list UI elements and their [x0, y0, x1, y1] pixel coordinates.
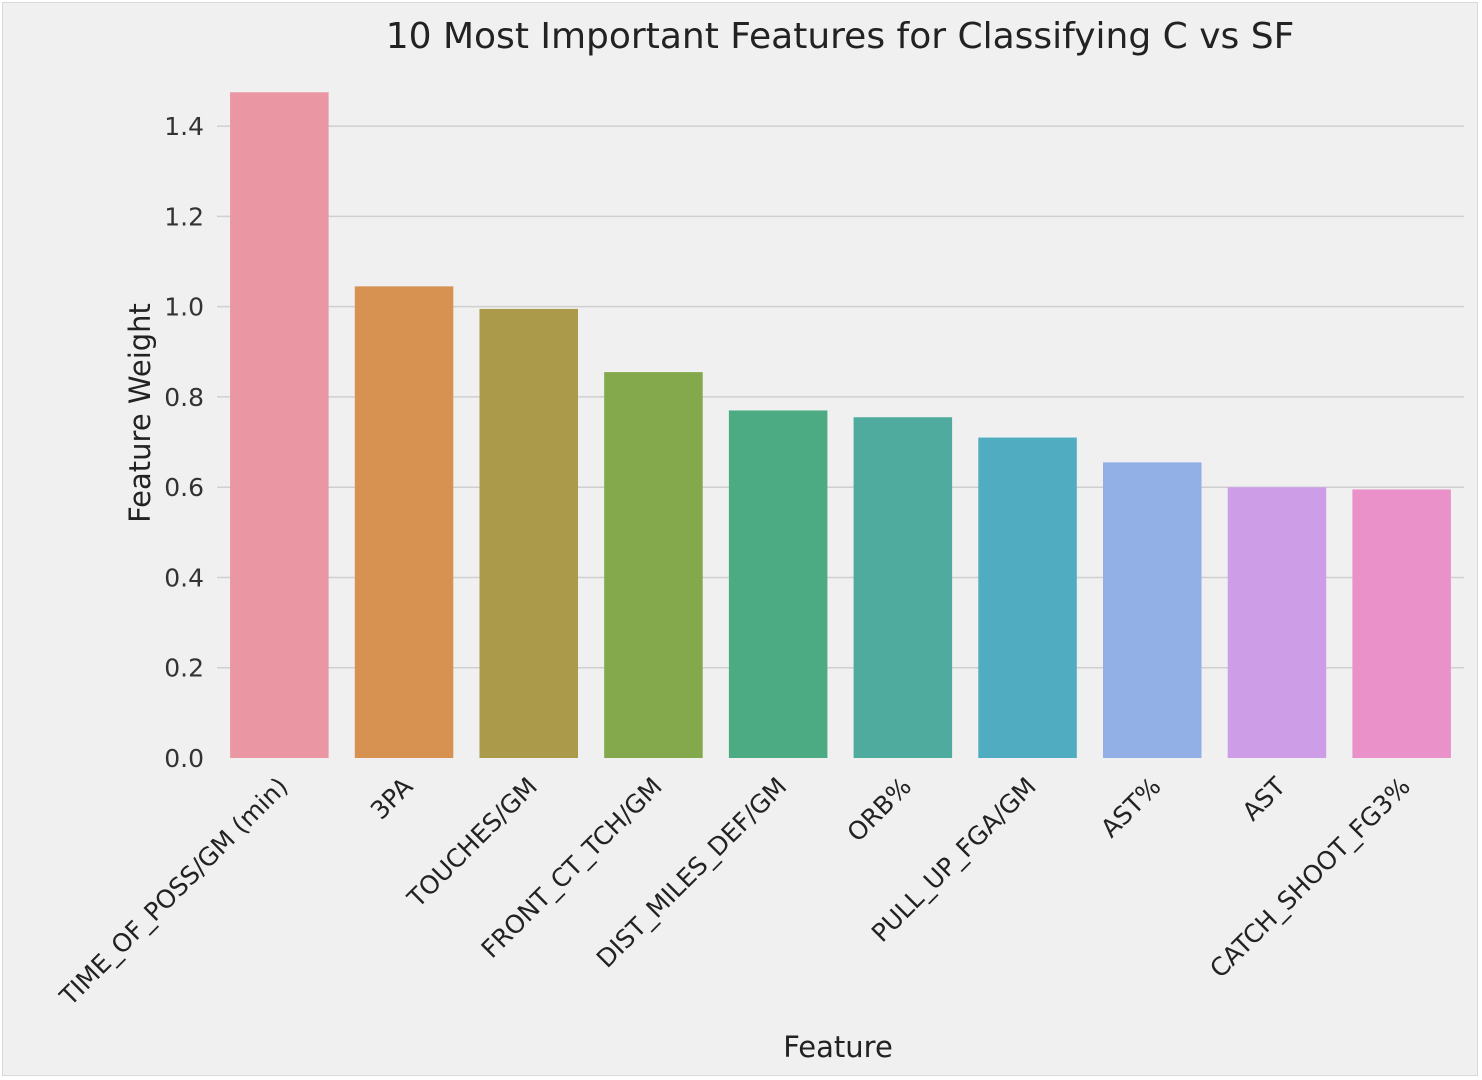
bar [230, 92, 329, 759]
bars [230, 92, 1451, 759]
x-tick-label: TOUCHES/GM [401, 772, 543, 914]
y-axis-label: Feature Weight [123, 303, 157, 523]
x-axis-label: Feature [783, 1030, 893, 1064]
y-tick-label: 0.0 [164, 744, 204, 773]
bar [354, 286, 454, 758]
bar [728, 410, 828, 758]
y-tick-label: 1.4 [164, 112, 204, 141]
y-tick-label: 1.0 [164, 293, 204, 322]
x-tick-label: TIME_OF_POSS/GM (min) [54, 772, 294, 1012]
y-tick-label: 1.2 [164, 202, 204, 231]
bar [978, 437, 1077, 758]
bar [604, 372, 703, 758]
x-tick-label: AST% [1095, 772, 1166, 843]
x-tick-label: ORB% [841, 772, 917, 848]
bar [1227, 487, 1327, 758]
x-tick-label: CATCH_SHOOT_FG3% [1204, 772, 1416, 984]
y-tick-label: 0.2 [164, 654, 204, 683]
x-tick-label: AST [1237, 771, 1292, 826]
bar [1352, 489, 1451, 758]
y-tick-label: 0.6 [164, 473, 204, 502]
bar [479, 308, 579, 758]
bar [1102, 462, 1202, 758]
y-tick-label: 0.8 [164, 383, 204, 412]
x-tick-labels: TIME_OF_POSS/GM (min) 3PATOUCHES/GMFRONT_… [54, 771, 1416, 1012]
chart-title: 10 Most Important Features for Classifyi… [386, 16, 1295, 57]
x-tick-label: 3PA [365, 772, 418, 825]
bar [853, 417, 953, 758]
y-tick-labels: 0.0 0.2 0.4 0.6 0.8 1.0 1.2 1.4 [164, 112, 204, 773]
y-tick-label: 0.4 [164, 563, 204, 592]
